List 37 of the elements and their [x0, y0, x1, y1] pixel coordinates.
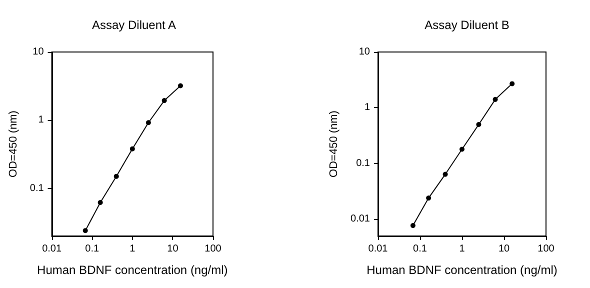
- point: [460, 146, 464, 152]
- x-tick-label: 0.01: [42, 244, 62, 254]
- y-tick-label: 10: [358, 46, 370, 58]
- y-tick-label: 1: [364, 102, 370, 114]
- x-tick-label: 0.01: [368, 244, 388, 254]
- point: [98, 200, 103, 205]
- point: [162, 98, 167, 104]
- point: [510, 81, 515, 86]
- point: [82, 228, 88, 234]
- point: [130, 146, 135, 152]
- point: [492, 96, 498, 102]
- point: [426, 196, 432, 201]
- y-tick-label: 0.1: [356, 158, 370, 169]
- chart-title: Assay Diluent B: [424, 18, 510, 32]
- y-tick-label: 10: [32, 46, 44, 58]
- x-tick-label: 100: [204, 244, 222, 254]
- point: [410, 223, 416, 228]
- x-tick-label: 10: [498, 244, 510, 254]
- point: [114, 174, 119, 179]
- chart-title: Assay Diluent A: [92, 18, 176, 32]
- y-tick-label: 1: [38, 114, 44, 126]
- point: [146, 120, 151, 126]
- point: [476, 122, 482, 128]
- x-tick-label: 10: [167, 244, 179, 254]
- y-tick-label: 0.1: [30, 182, 44, 194]
- x-tick-label: 1: [130, 244, 136, 254]
- y-axis-title: OD=450 (nm): [328, 110, 340, 178]
- x-axis-title: Human BDNF concentration (ng/ml): [366, 263, 558, 277]
- point: [442, 172, 448, 177]
- x-tick-label: 0.1: [85, 244, 100, 254]
- x-tick-label: 1: [459, 244, 466, 254]
- y-axis-title: OD=450 (nm): [8, 110, 20, 178]
- x-tick-label: 0.1: [413, 244, 428, 254]
- x-axis-title: Human BDNF concentration (ng/ml): [37, 263, 228, 277]
- point: [178, 83, 183, 88]
- y-tick-label: 0.01: [350, 214, 370, 225]
- x-tick-label: 100: [538, 244, 555, 254]
